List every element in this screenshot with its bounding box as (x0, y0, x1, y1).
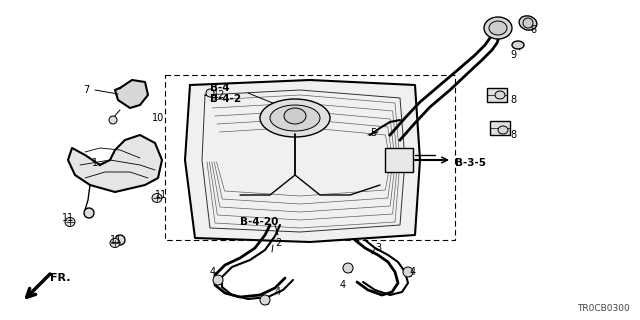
Ellipse shape (152, 194, 162, 203)
Text: B-3-5: B-3-5 (455, 158, 486, 168)
Text: 2: 2 (275, 238, 281, 248)
Ellipse shape (495, 91, 505, 99)
Circle shape (403, 267, 413, 277)
Text: FR.: FR. (50, 273, 70, 283)
Text: 4: 4 (275, 287, 281, 297)
Text: 1: 1 (92, 158, 98, 168)
Bar (165, 75, 455, 240)
Ellipse shape (489, 21, 507, 35)
Circle shape (115, 235, 125, 245)
Circle shape (84, 208, 94, 218)
Circle shape (523, 18, 533, 28)
Text: 3: 3 (375, 243, 381, 253)
Polygon shape (68, 135, 162, 192)
Text: 11: 11 (155, 190, 167, 200)
Text: B-4: B-4 (210, 83, 230, 93)
Ellipse shape (260, 99, 330, 137)
Polygon shape (185, 80, 420, 242)
Circle shape (260, 295, 270, 305)
Text: 11: 11 (110, 235, 122, 245)
Text: 12: 12 (213, 90, 225, 100)
Text: B-4-20: B-4-20 (240, 217, 278, 227)
Text: TR0CB0300: TR0CB0300 (577, 304, 630, 313)
Text: 4: 4 (340, 280, 346, 290)
Bar (490, 121, 510, 135)
Text: 11: 11 (62, 213, 74, 223)
Circle shape (206, 89, 214, 97)
Text: 10: 10 (152, 113, 164, 123)
Polygon shape (115, 80, 148, 108)
Text: 7: 7 (83, 85, 89, 95)
Text: 9: 9 (510, 50, 516, 60)
Ellipse shape (270, 105, 320, 131)
Text: 6: 6 (530, 25, 536, 35)
Text: 8: 8 (510, 130, 516, 140)
Ellipse shape (519, 16, 537, 30)
Ellipse shape (512, 41, 524, 49)
Ellipse shape (284, 108, 306, 124)
Bar (487, 88, 507, 102)
Text: 4: 4 (210, 267, 216, 277)
Circle shape (109, 116, 117, 124)
Ellipse shape (110, 238, 120, 247)
Circle shape (213, 275, 223, 285)
Text: 8: 8 (510, 95, 516, 105)
Circle shape (343, 263, 353, 273)
Ellipse shape (484, 17, 512, 39)
Text: 4: 4 (410, 267, 416, 277)
Ellipse shape (65, 218, 75, 227)
Text: 5: 5 (370, 128, 376, 138)
Text: B-4-2: B-4-2 (210, 94, 241, 104)
Bar (385, 148, 413, 172)
Ellipse shape (498, 126, 508, 134)
